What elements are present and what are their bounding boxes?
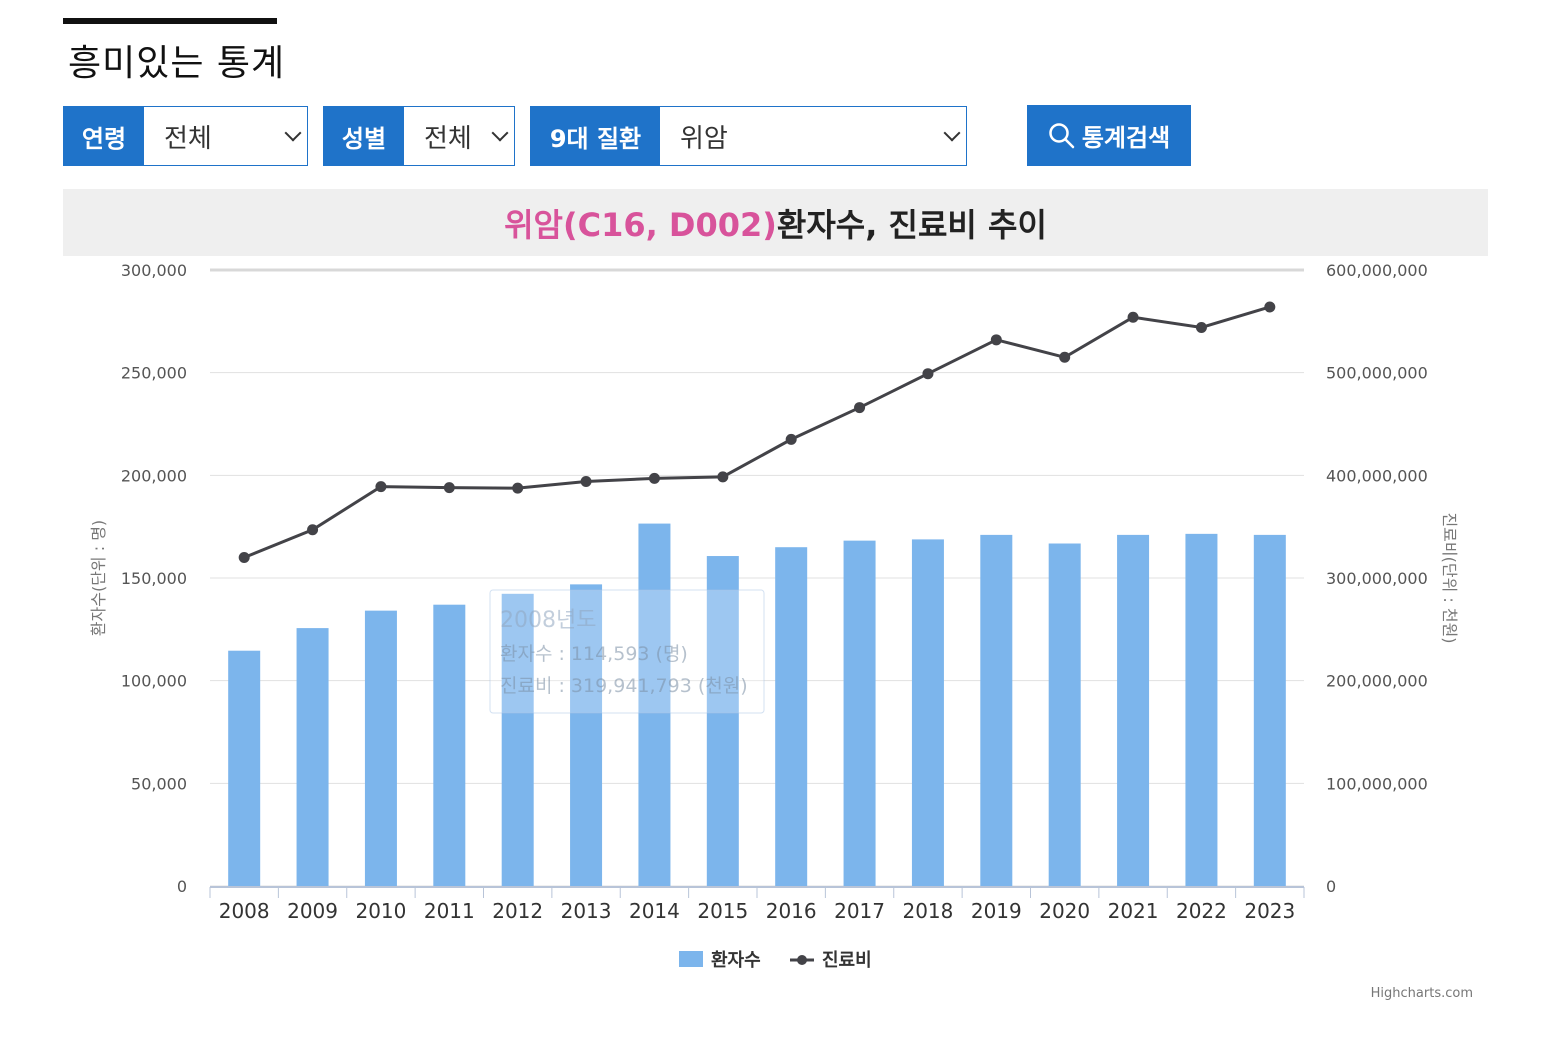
disease-select-value: 위암 <box>680 123 728 154</box>
line-point <box>1127 311 1139 323</box>
x-tick-label: 2008 <box>219 899 270 923</box>
y-axis-title: 환자수(단위 : 명) <box>89 520 108 636</box>
line-point <box>922 368 934 380</box>
x-tick-label: 2016 <box>766 899 817 923</box>
y2-tick-label: 100,000,000 <box>1326 774 1428 793</box>
line-point <box>443 482 455 494</box>
x-tick-label: 2021 <box>1108 899 1159 923</box>
bar <box>228 650 261 886</box>
y2-tick-label: 500,000,000 <box>1326 364 1428 383</box>
line-series <box>243 305 1271 559</box>
age-select-value: 전체 <box>164 123 212 154</box>
y-tick-label: 300,000 <box>121 261 187 280</box>
line-point <box>1195 321 1207 333</box>
y-tick-label: 200,000 <box>121 466 187 485</box>
sex-select-value: 전체 <box>424 123 472 154</box>
sex-select[interactable]: 전체 <box>404 107 514 165</box>
y-tick-label: 50,000 <box>131 774 187 793</box>
line-point <box>990 334 1002 346</box>
y2-tick-label: 600,000,000 <box>1326 261 1428 280</box>
line-point <box>785 433 797 445</box>
bar <box>501 593 534 886</box>
line-point <box>717 471 729 483</box>
x-tick-label: 2013 <box>561 899 612 923</box>
search-button[interactable]: 통계검색 <box>1027 105 1191 166</box>
bar <box>1048 543 1081 886</box>
y-tick-label: 100,000 <box>121 672 187 691</box>
y2-tick-label: 400,000,000 <box>1326 466 1428 485</box>
bar <box>775 547 808 886</box>
y-tick-label: 150,000 <box>121 569 187 588</box>
bar <box>911 539 944 886</box>
bar <box>1185 533 1218 886</box>
chart-title-text: 환자수, 진료비 추이 <box>776 205 1047 244</box>
tooltip-box <box>489 589 765 714</box>
legend-swatch-bar <box>679 951 703 967</box>
x-tick-label: 2009 <box>287 899 338 923</box>
x-tick-label: 2023 <box>1244 899 1295 923</box>
search-icon <box>1049 122 1075 148</box>
x-tick-label: 2017 <box>834 899 885 923</box>
legend-label: 환자수 <box>711 949 761 971</box>
line-point <box>580 475 592 487</box>
sex-filter-label: 성별 <box>324 107 404 165</box>
bar <box>980 534 1013 886</box>
y-tick-label: 0 <box>177 877 187 896</box>
age-select[interactable]: 전체 <box>144 107 307 165</box>
x-tick-label: 2012 <box>492 899 543 923</box>
age-filter[interactable]: 연령 전체 <box>63 106 308 166</box>
chart-title: 위암(C16, D002) 환자수, 진료비 추이 <box>63 189 1488 256</box>
tooltip-line: 환자수 : 114,593 (명) <box>500 643 688 665</box>
search-button-label: 통계검색 <box>1081 124 1171 152</box>
bar <box>638 523 671 886</box>
tooltip-title: 2008년도 <box>500 608 596 633</box>
legend-label: 진료비 <box>822 950 872 971</box>
line-point <box>307 524 319 536</box>
x-tick-label: 2019 <box>971 899 1022 923</box>
age-filter-label: 연령 <box>64 107 144 165</box>
bar <box>1253 534 1286 886</box>
y2-axis-title: 진료비(단위 : 천원) <box>1440 512 1459 643</box>
disease-filter[interactable]: 9대 질환 위암 <box>530 106 967 166</box>
bar <box>364 610 397 886</box>
tooltip-line: 진료비 : 319,941,793 (천원) <box>500 675 748 697</box>
y2-tick-label: 200,000,000 <box>1326 672 1428 691</box>
y-tick-label: 250,000 <box>121 364 187 383</box>
x-tick-label: 2018 <box>902 899 953 923</box>
bar <box>706 556 739 886</box>
x-tick-label: 2020 <box>1039 899 1090 923</box>
legend-swatch-point <box>797 955 807 965</box>
x-tick-label: 2011 <box>424 899 475 923</box>
x-tick-label: 2015 <box>697 899 748 923</box>
y2-tick-label: 300,000,000 <box>1326 569 1428 588</box>
chart-credit[interactable]: Highcharts.com <box>1370 986 1473 1001</box>
line-point <box>238 552 250 564</box>
bar <box>1117 534 1150 886</box>
disease-select[interactable]: 위암 <box>660 107 966 165</box>
x-tick-label: 2014 <box>629 899 680 923</box>
title-accent-bar <box>63 18 277 24</box>
line-point <box>375 481 387 493</box>
page-title: 흥미있는 통계 <box>68 43 286 84</box>
bar <box>296 628 329 886</box>
line-point <box>1264 301 1276 313</box>
chart-title-disease: 위암(C16, D002) <box>504 205 777 244</box>
sex-filter[interactable]: 성별 전체 <box>323 106 515 166</box>
bar <box>570 584 603 886</box>
y2-tick-label: 0 <box>1326 877 1336 896</box>
bar <box>433 604 466 886</box>
disease-filter-label: 9대 질환 <box>531 107 660 165</box>
line-point <box>1059 351 1071 363</box>
x-tick-label: 2010 <box>355 899 406 923</box>
x-tick-label: 2022 <box>1176 899 1227 923</box>
line-point <box>854 402 866 414</box>
line-point <box>512 482 524 494</box>
bar <box>843 540 876 886</box>
line-point <box>648 472 660 484</box>
